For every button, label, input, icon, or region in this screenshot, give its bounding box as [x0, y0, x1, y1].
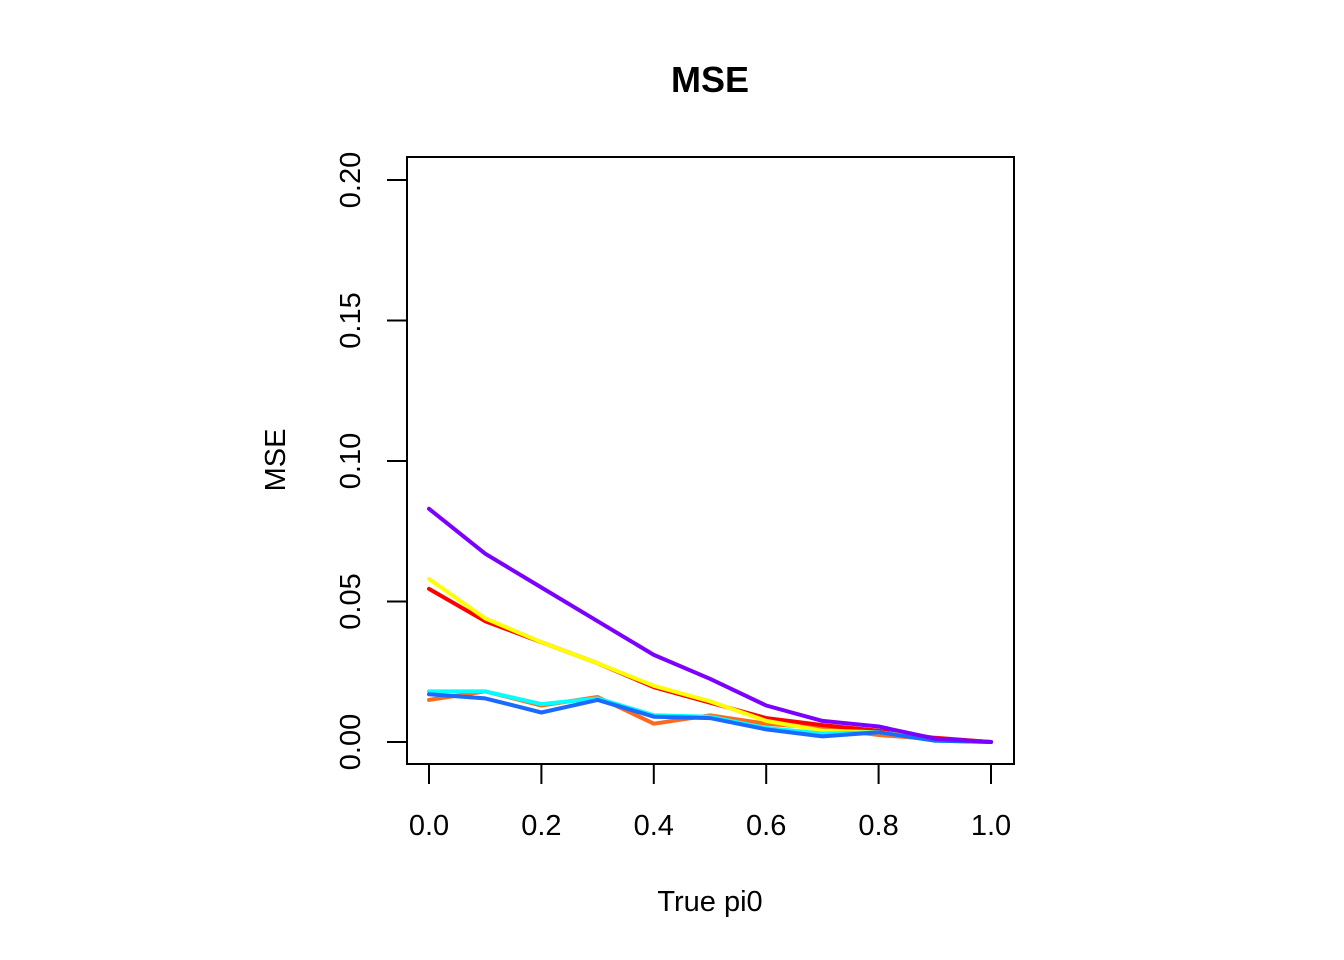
y-axis-label: MSE	[260, 429, 292, 492]
series-line-5	[427, 692, 993, 744]
y-tick-label: 0.10	[335, 433, 367, 489]
x-tick-label: 0.4	[634, 810, 674, 842]
x-tick-label: 0.6	[746, 810, 786, 842]
x-axis-label: True pi0	[657, 886, 762, 918]
x-tick-label: 0.0	[409, 810, 449, 842]
chart-title: MSE	[671, 59, 749, 100]
y-tick-label: 0.15	[335, 292, 367, 348]
x-tick-label: 0.8	[858, 810, 898, 842]
y-axis: 0.00 0.05 0.10 0.15 0.20	[335, 152, 408, 770]
series-line-6	[427, 506, 993, 744]
x-axis: 0.0 0.2 0.4 0.6 0.8 1.0	[409, 763, 1011, 842]
y-tick-label: 0.20	[335, 152, 367, 208]
x-tick-label: 1.0	[971, 810, 1011, 842]
series-layer	[427, 506, 993, 744]
plot-frame	[406, 156, 1015, 765]
y-tick-label: 0.05	[335, 573, 367, 629]
x-tick-label: 0.2	[521, 810, 561, 842]
y-tick-label: 0.00	[335, 714, 367, 770]
